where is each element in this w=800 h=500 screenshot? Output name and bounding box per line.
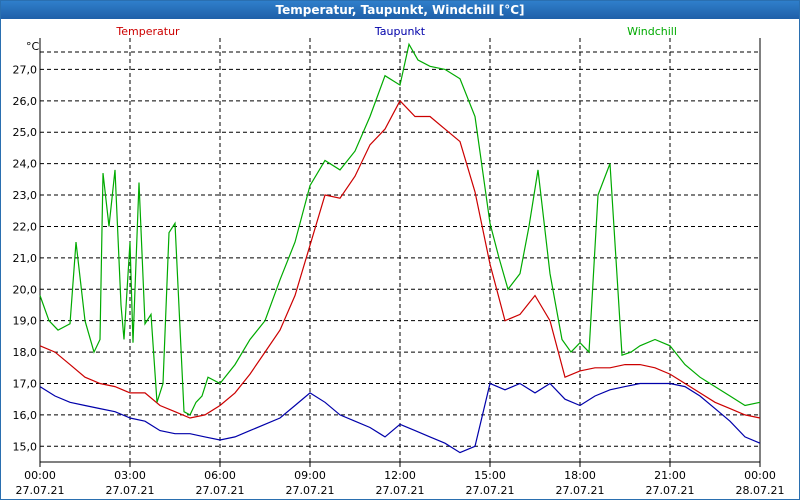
y-tick-label: 20,0 bbox=[13, 283, 38, 296]
x-tick-date: 27.07.21 bbox=[106, 484, 155, 497]
x-tick-date: 27.07.21 bbox=[286, 484, 335, 497]
y-tick-label: 27,0 bbox=[13, 63, 38, 76]
x-tick-time: 12:00 bbox=[384, 469, 416, 482]
x-tick-time: 18:00 bbox=[564, 469, 596, 482]
legend-item-taupunkt: Taupunkt bbox=[374, 25, 426, 38]
y-tick-label: 15,0 bbox=[13, 440, 38, 453]
y-axis-label: °C bbox=[26, 40, 40, 53]
x-tick-date: 27.07.21 bbox=[556, 484, 605, 497]
legend: Temperatur Taupunkt Windchill bbox=[115, 25, 677, 38]
y-tick-label: 22,0 bbox=[13, 220, 38, 233]
x-tick-date: 27.07.21 bbox=[16, 484, 65, 497]
y-tick-label: 18,0 bbox=[13, 346, 38, 359]
series-line-temperatur bbox=[39, 99, 761, 419]
x-tick-time: 00:00 bbox=[24, 469, 56, 482]
x-tick-time: 06:00 bbox=[204, 469, 236, 482]
x-tick-time: 00:00 bbox=[744, 469, 776, 482]
y-tick-label: 26,0 bbox=[13, 95, 38, 108]
y-tick-label: 21,0 bbox=[13, 252, 38, 265]
y-tick-label: 19,0 bbox=[13, 315, 38, 328]
tick-labels: 15,0 16,0 17,0 18,0 19,0 20,0 21,0 22,0 23,0 24,0… bbox=[13, 63, 785, 497]
axes bbox=[39, 38, 761, 467]
x-tick-date: 27.07.21 bbox=[196, 484, 245, 497]
series-lines bbox=[39, 42, 761, 454]
series-line-windchill bbox=[39, 42, 761, 416]
y-tick-label: 24,0 bbox=[13, 158, 38, 171]
x-tick-time: 15:00 bbox=[474, 469, 506, 482]
series-line-taupunkt bbox=[39, 382, 761, 454]
y-tick-label: 17,0 bbox=[13, 377, 38, 390]
x-tick-time: 21:00 bbox=[654, 469, 686, 482]
legend-item-windchill: Windchill bbox=[627, 25, 677, 38]
chart-title: Temperatur, Taupunkt, Windchill [°C] bbox=[1, 1, 799, 19]
y-tick-label: 25,0 bbox=[13, 126, 38, 139]
x-tick-date: 27.07.21 bbox=[376, 484, 425, 497]
x-tick-date: 28.07.21 bbox=[736, 484, 785, 497]
x-tick-time: 03:00 bbox=[114, 469, 146, 482]
x-tick-date: 27.07.21 bbox=[466, 484, 515, 497]
y-tick-label: 23,0 bbox=[13, 189, 38, 202]
y-tick-label: 16,0 bbox=[13, 409, 38, 422]
legend-item-temperatur: Temperatur bbox=[115, 25, 180, 38]
x-tick-time: 09:00 bbox=[294, 469, 326, 482]
x-tick-date: 27.07.21 bbox=[646, 484, 695, 497]
